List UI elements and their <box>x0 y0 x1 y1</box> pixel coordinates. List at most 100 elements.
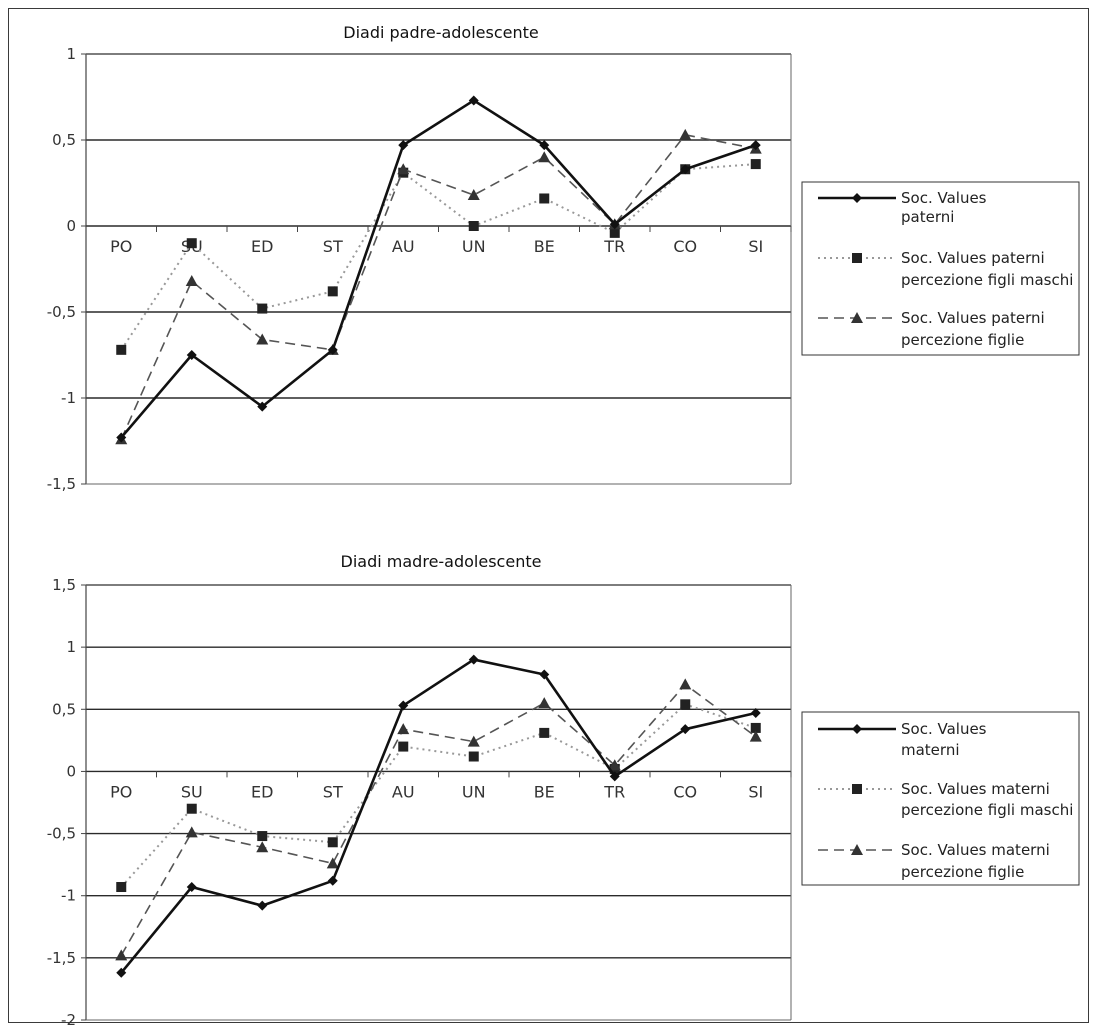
data-point <box>186 350 197 360</box>
legend-swatch-marker <box>851 844 863 855</box>
data-point <box>398 700 409 711</box>
series-line <box>120 683 757 956</box>
chart-title: Diadi madre-adolescente <box>341 552 542 571</box>
data-point <box>327 344 338 355</box>
series-dashed <box>115 678 762 961</box>
data-point <box>257 401 268 412</box>
legend-madre: Soc. Values materni Soc. Values materni … <box>801 711 1080 886</box>
data-point <box>679 128 692 140</box>
y-tick-label: -1,5 <box>47 949 76 967</box>
x-category-label: SI <box>748 782 763 801</box>
data-point <box>257 831 268 842</box>
data-point <box>539 193 550 204</box>
data-point <box>186 803 197 814</box>
data-point <box>398 140 409 151</box>
data-point <box>398 741 409 752</box>
data-point <box>680 724 691 735</box>
legend-label: Soc. Values paterni <box>901 249 1045 267</box>
y-tick-label: -2 <box>61 1011 76 1027</box>
x-category-label: ED <box>251 237 273 256</box>
y-tick-label: 0 <box>66 762 76 780</box>
y-tick-label: 1,5 <box>52 576 76 594</box>
series-line <box>120 134 756 440</box>
data-point <box>608 759 621 771</box>
chart-madre: Diadi madre-adolescente 1,5 1 0,5 0 -0,5 -1 -1… <box>47 552 1080 1027</box>
y-tick-label: -1,5 <box>47 475 76 493</box>
y-tick-label: 0,5 <box>52 700 76 718</box>
x-category-label: UN <box>462 237 486 256</box>
legend-swatch-marker <box>852 193 862 203</box>
x-category-label: CO <box>673 782 697 801</box>
chart-padre: Diadi padre-adolescente 10,50-0,5-1-1,5 … <box>47 23 1080 493</box>
data-point <box>750 159 761 170</box>
x-category-label: SI <box>748 237 763 256</box>
data-point <box>116 344 127 355</box>
data-point <box>609 227 620 238</box>
data-point <box>185 275 198 287</box>
data-point <box>186 882 197 893</box>
series-solid <box>116 654 761 978</box>
y-tick-label: -0,5 <box>47 825 76 843</box>
legend-swatch-marker <box>852 253 862 263</box>
data-point <box>327 875 338 886</box>
x-category-label: BE <box>534 782 555 801</box>
y-tick-label: -0,5 <box>47 303 76 321</box>
legend-label: percezione figlie <box>901 331 1024 349</box>
series-dotted <box>116 699 761 893</box>
data-point <box>468 751 479 762</box>
legend-label: percezione figli maschi <box>901 271 1073 289</box>
data-point <box>186 238 197 249</box>
x-category-label: BE <box>534 237 555 256</box>
data-point <box>750 140 761 151</box>
legend-label: materni <box>901 741 960 759</box>
series-dashed <box>115 128 762 445</box>
data-point <box>257 303 268 314</box>
legend-label: paterni <box>901 208 954 226</box>
data-point <box>468 221 479 231</box>
data-point <box>256 841 269 853</box>
data-point <box>468 654 479 665</box>
legend-label: Soc. Values materni <box>901 780 1050 798</box>
x-category-label: CO <box>673 237 697 256</box>
legend-swatch-marker <box>851 312 863 323</box>
data-point <box>327 837 338 848</box>
series-line <box>120 658 757 974</box>
x-category-label: TR <box>603 237 625 256</box>
x-category-label: ST <box>323 782 343 801</box>
series-line <box>120 163 756 351</box>
y-tick-label: -1 <box>61 389 76 407</box>
x-category-label: ED <box>251 782 273 801</box>
data-point <box>397 723 410 735</box>
x-category-label: TR <box>603 782 625 801</box>
legend-label: Soc. Values materni <box>901 841 1050 859</box>
data-point <box>749 730 762 742</box>
legend-padre: Soc. Values paterni Soc. Values paterni … <box>801 181 1080 356</box>
data-point <box>467 735 480 747</box>
legend-label: Soc. Values <box>901 720 987 738</box>
data-point <box>116 967 127 978</box>
y-tick-label: -1 <box>61 887 76 905</box>
series-line <box>120 99 757 439</box>
x-category-label: PO <box>110 782 132 801</box>
data-point <box>609 771 620 782</box>
series-dotted <box>116 159 761 355</box>
data-point <box>680 164 691 175</box>
data-point <box>750 722 761 733</box>
data-point <box>467 189 480 201</box>
x-category-label: AU <box>392 782 415 801</box>
data-point <box>539 727 550 738</box>
data-point <box>327 286 338 297</box>
legend-label: Soc. Values paterni <box>901 309 1045 327</box>
x-category-label: AU <box>392 237 415 256</box>
y-tick-label: 1 <box>66 638 76 656</box>
legend-box <box>801 181 1080 356</box>
data-point <box>680 699 691 710</box>
data-point <box>679 678 692 690</box>
data-point <box>116 882 127 893</box>
data-point <box>538 697 551 709</box>
data-point <box>116 432 127 443</box>
data-point <box>256 333 269 345</box>
legend-box <box>801 711 1080 886</box>
